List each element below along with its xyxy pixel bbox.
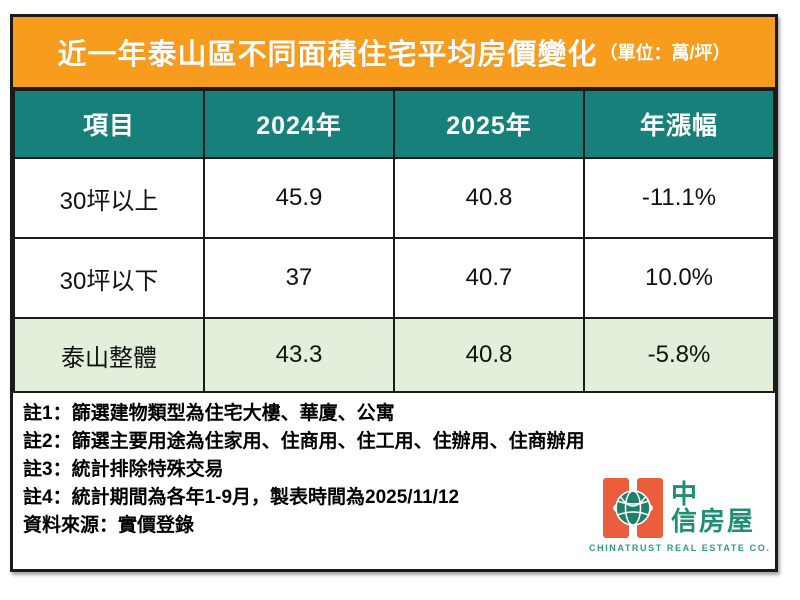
- price-table-sheet: 近一年泰山區不同面積住宅平均房價變化 （單位：萬/坪） 項目 2024年 202…: [10, 14, 778, 572]
- cell-2025: 40.8: [393, 317, 585, 393]
- footnote-3: 註3：統計排除特殊交易: [23, 459, 224, 480]
- logo-chinese-name: 中 信房屋: [670, 478, 755, 536]
- logo-cn-line2: 信房屋: [670, 506, 755, 536]
- footnote-1: 註1：篩選建物類型為住宅大樓、華廈、公寓: [23, 403, 395, 424]
- table-row-total: 泰山整體 43.3 40.8 -5.8%: [13, 317, 775, 393]
- title-banner: 近一年泰山區不同面積住宅平均房價變化 （單位：萬/坪）: [13, 17, 775, 89]
- header-item: 項目: [13, 89, 205, 159]
- header-yoy: 年漲幅: [583, 89, 775, 159]
- chinatrust-logo-icon: [602, 476, 663, 540]
- row-label: 30坪以上: [13, 157, 205, 239]
- logo-row: 中 信房屋: [589, 476, 769, 540]
- cell-2025: 40.8: [393, 157, 585, 239]
- cell-2024: 43.3: [203, 317, 395, 393]
- footnotes-section: 註1：篩選建物類型為住宅大樓、華廈、公寓 註2：篩選主要用途為住家用、住商用、住…: [13, 393, 775, 569]
- logo-english-name: CHINATRUST REAL ESTATE CO.: [589, 543, 771, 553]
- cell-yoy: -5.8%: [583, 317, 775, 393]
- header-2025: 2025年: [393, 89, 585, 159]
- table-header-row: 項目 2024年 2025年 年漲幅: [13, 89, 775, 159]
- cell-2024: 45.9: [203, 157, 395, 239]
- chinatrust-logo: 中 信房屋 CHINATRUST REAL ESTATE CO.: [589, 476, 769, 553]
- header-2024: 2024年: [203, 89, 395, 159]
- cell-yoy: -11.1%: [583, 157, 775, 239]
- globe-icon: [615, 490, 651, 526]
- table-row: 30坪以下 37 40.7 10.0%: [13, 237, 775, 319]
- footnote-4: 註4：統計期間為各年1-9月，製表時間為2025/11/12: [23, 487, 460, 508]
- row-label: 30坪以下: [13, 237, 205, 319]
- page-title: 近一年泰山區不同面積住宅平均房價變化: [57, 39, 598, 71]
- data-source: 資料來源：實價登錄: [23, 515, 195, 536]
- cell-yoy: 10.0%: [583, 237, 775, 319]
- row-label: 泰山整體: [13, 317, 205, 393]
- price-table: 項目 2024年 2025年 年漲幅 30坪以上 45.9 40.8 -11.1…: [13, 89, 775, 393]
- logo-cn-line1: 中: [670, 478, 697, 509]
- footnote-2: 註2：篩選主要用途為住家用、住商用、住工用、住辦用、住商辦用: [23, 431, 585, 452]
- title-unit-label: （單位：萬/坪）: [599, 43, 731, 63]
- table-row: 30坪以上 45.9 40.8 -11.1%: [13, 157, 775, 239]
- cell-2024: 37: [203, 237, 395, 319]
- cell-2025: 40.7: [393, 237, 585, 319]
